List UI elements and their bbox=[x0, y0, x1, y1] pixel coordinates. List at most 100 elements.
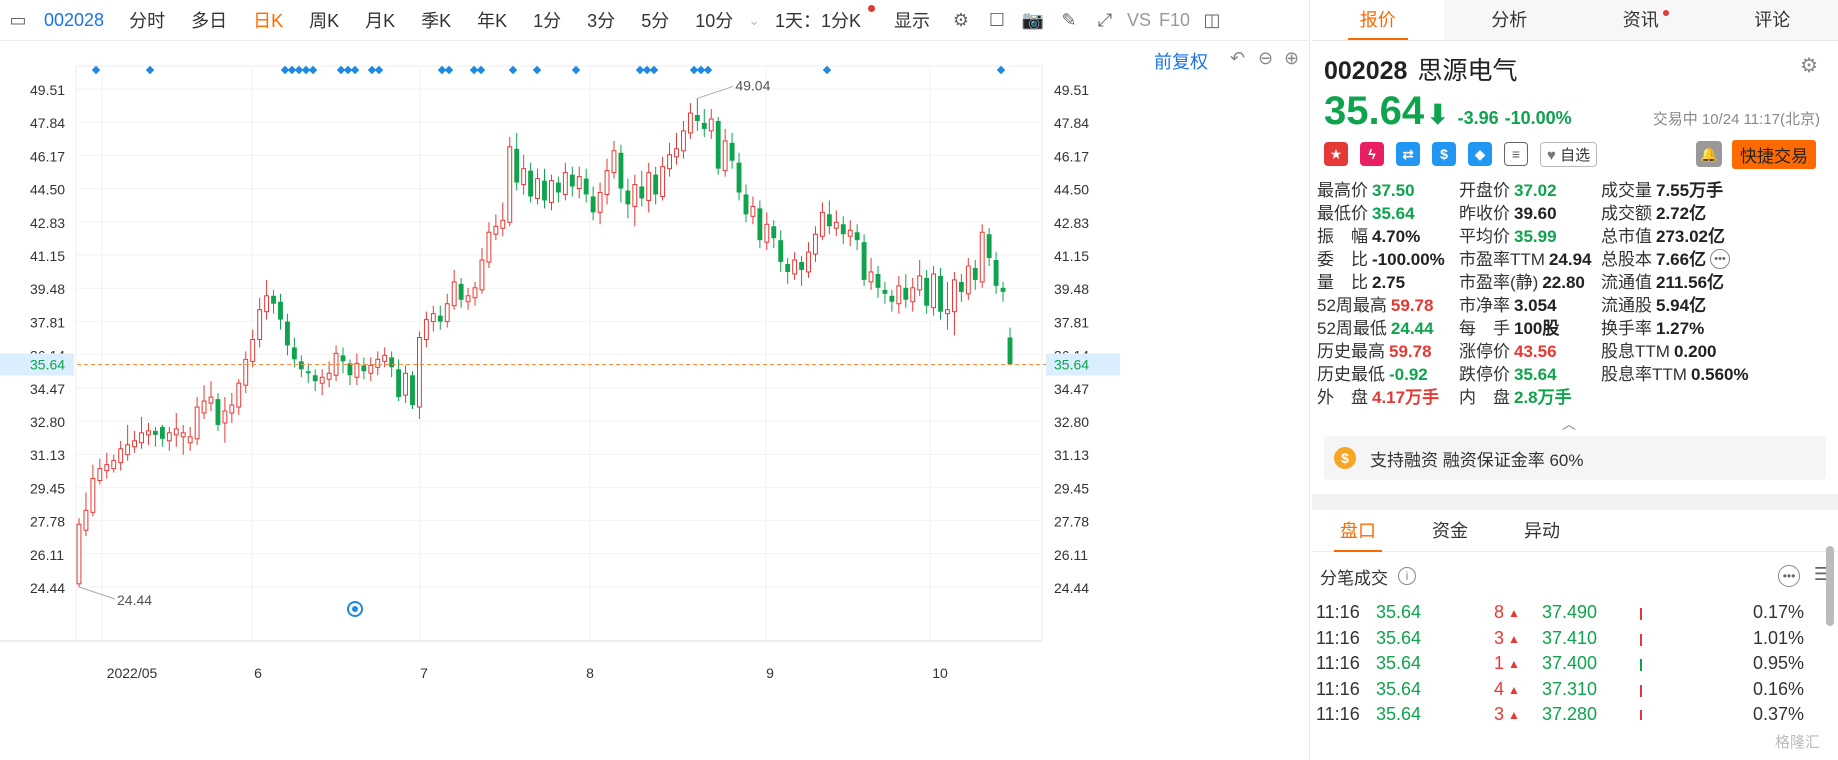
candle-body-down bbox=[514, 148, 520, 183]
bell-icon[interactable]: 🔔 bbox=[1696, 141, 1722, 167]
stock-code-label[interactable]: 002028 bbox=[44, 9, 105, 30]
stat-value: 37.02 bbox=[1514, 181, 1557, 200]
stat-item: 跌停价 35.64 bbox=[1459, 360, 1557, 385]
candle-body-up bbox=[451, 281, 457, 307]
candle-body-up bbox=[423, 319, 429, 340]
stat-value: 59.78 bbox=[1389, 342, 1432, 361]
stat-value: 1.27% bbox=[1656, 319, 1705, 338]
add-watchlist-button[interactable]: ♥ 自选 bbox=[1540, 141, 1598, 167]
at-circle-dot bbox=[352, 606, 358, 612]
china-flag-icon[interactable]: ★ bbox=[1324, 142, 1348, 166]
candle-body-up bbox=[243, 358, 249, 386]
candle-body-up bbox=[681, 130, 686, 152]
candlestick-chart[interactable]: 49.51 49.51 47.84 47.84 46.17 46.17 44.50 44.50… bbox=[0, 41, 1310, 760]
stat-value: 24.94 bbox=[1548, 250, 1592, 269]
event-marker-icon bbox=[367, 65, 377, 75]
candle-body-down bbox=[771, 226, 777, 239]
pencil-icon[interactable]: ✎ bbox=[1061, 9, 1077, 30]
tick-list[interactable]: 11:16 35.64 8 ▲ 37.490 0.17% 11:16 35.64 3 ▲ 37.41… bbox=[1312, 600, 1838, 720]
stat-key: 市净率 bbox=[1459, 296, 1510, 315]
stat-value: 3.054 bbox=[1514, 296, 1557, 315]
tick-price: 35.64 bbox=[1376, 704, 1422, 720]
sidebar-toggle-icon[interactable]: ▭ bbox=[9, 9, 27, 30]
tab-3[interactable]: 评论 bbox=[1707, 0, 1838, 40]
y-tick-label-right: 24.44 bbox=[1054, 580, 1089, 596]
event-marker-icon bbox=[374, 65, 384, 75]
candle-body-up bbox=[722, 140, 728, 172]
camera-icon[interactable]: 📷 bbox=[1021, 9, 1045, 30]
period-tab[interactable]: 10分 bbox=[695, 11, 734, 31]
tab-1[interactable]: 分析 bbox=[1444, 0, 1576, 40]
vs-button[interactable]: VS bbox=[1127, 9, 1152, 30]
period-tab[interactable]: 1分 bbox=[533, 11, 562, 31]
candle-body-up bbox=[806, 251, 811, 273]
x-tick-label: 7 bbox=[420, 665, 428, 681]
tick-volume: 1 bbox=[1493, 653, 1504, 673]
settings-icon[interactable]: ⚙ bbox=[952, 9, 970, 30]
period-tab[interactable]: 季K bbox=[421, 11, 452, 31]
scrollbar[interactable] bbox=[1826, 546, 1834, 626]
display-menu[interactable]: 显示 bbox=[894, 11, 930, 31]
period-tab[interactable]: 月K bbox=[365, 11, 396, 31]
event-marker-icon bbox=[649, 65, 659, 75]
period-tab[interactable]: 分时 bbox=[129, 11, 166, 31]
stat-item: 历史最高 59.78 bbox=[1317, 337, 1432, 362]
menu-icon[interactable]: ☰ bbox=[1813, 564, 1830, 584]
tab-2[interactable]: 资讯 bbox=[1575, 0, 1707, 40]
stat-value: 35.64 bbox=[1372, 204, 1415, 223]
period-tab[interactable]: 年K bbox=[477, 11, 508, 31]
stat-item: 52周最高 59.78 bbox=[1317, 291, 1433, 316]
f10-button[interactable]: F10 bbox=[1159, 9, 1191, 30]
zoom-in-icon[interactable]: ⊕ bbox=[1284, 48, 1300, 68]
shuffle-icon[interactable]: ⇄ bbox=[1396, 142, 1420, 166]
period-tab[interactable]: 3分 bbox=[587, 11, 616, 31]
more-options-icon[interactable]: ••• bbox=[1778, 565, 1800, 587]
undo-icon[interactable]: ↶ bbox=[1230, 48, 1246, 68]
period-tab[interactable]: 日K bbox=[253, 11, 284, 31]
dollar-icon[interactable]: $ bbox=[1432, 142, 1456, 166]
stat-key: 量 比 bbox=[1317, 273, 1368, 292]
x-tick-label: 10 bbox=[932, 665, 948, 681]
fuquan-button[interactable]: 前复权 bbox=[1154, 52, 1208, 72]
event-marker-icon bbox=[280, 65, 290, 75]
period-tab[interactable]: 5分 bbox=[641, 11, 670, 31]
note-icon[interactable]: ≡ bbox=[1504, 142, 1528, 166]
fullscreen-icon[interactable]: ⤢ bbox=[1097, 9, 1113, 30]
candle-body-up bbox=[945, 309, 950, 315]
tag-icon[interactable]: ◆ bbox=[1468, 142, 1492, 166]
collapse-chevron-icon[interactable]: ︿ bbox=[1562, 416, 1576, 432]
range-select[interactable]: 1天：1分K bbox=[774, 11, 861, 31]
gear-icon[interactable]: ⚙ bbox=[1800, 55, 1818, 77]
stat-key: 最高价 bbox=[1317, 181, 1368, 200]
period-tab[interactable]: 周K bbox=[309, 11, 340, 31]
zoom-out-icon[interactable]: ⊖ bbox=[1258, 48, 1274, 68]
candle-body-up bbox=[257, 309, 263, 340]
info-icon[interactable]: i bbox=[1398, 567, 1416, 585]
current-price-box-left bbox=[0, 353, 74, 376]
stat-key: 振 幅 bbox=[1317, 227, 1368, 246]
y-tick-label-right: 37.81 bbox=[1054, 314, 1089, 330]
y-tick-label-right: 31.13 bbox=[1054, 447, 1089, 463]
sub-tab[interactable]: 异动 bbox=[1524, 520, 1560, 541]
stat-key: 昨收价 bbox=[1459, 204, 1510, 223]
quick-trade-button[interactable]: 快捷交易 bbox=[1732, 139, 1816, 169]
price-line: 35.64 ⬇ -3.96 -10.00% 交易中 10/24 11:17(北京… bbox=[1324, 89, 1828, 134]
chevron-down-icon[interactable]: ⌄ bbox=[748, 11, 760, 28]
tab-0[interactable]: 报价 bbox=[1312, 0, 1444, 40]
y-tick-label-left: 32.80 bbox=[30, 414, 65, 430]
up-triangle-icon: ▲ bbox=[1508, 708, 1520, 720]
more-dots-icon[interactable]: ••• bbox=[1710, 247, 1730, 269]
y-tick-label-left: 34.47 bbox=[30, 381, 65, 397]
lightning-icon[interactable]: ϟ bbox=[1360, 142, 1384, 166]
sub-tab[interactable]: 盘口 bbox=[1312, 510, 1404, 552]
layout-icon[interactable]: ☐ bbox=[988, 9, 1006, 30]
panel-toggle-icon[interactable]: ◫ bbox=[1203, 9, 1221, 30]
sub-tab[interactable]: 资金 bbox=[1432, 520, 1468, 541]
stat-key: 历史最高 bbox=[1317, 342, 1385, 361]
candle-body-down bbox=[986, 234, 992, 259]
stat-value: -0.92 bbox=[1389, 365, 1428, 384]
candle-body-down bbox=[458, 283, 464, 300]
event-marker-icon bbox=[996, 65, 1006, 75]
period-tab[interactable]: 多日 bbox=[191, 11, 228, 31]
stat-value: 2.72亿 bbox=[1656, 204, 1707, 223]
